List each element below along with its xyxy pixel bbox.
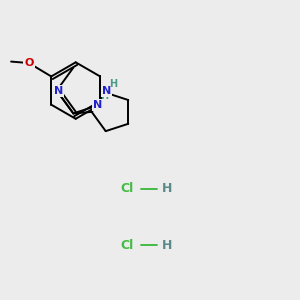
Text: H: H	[100, 91, 108, 101]
Text: Cl: Cl	[120, 182, 134, 195]
Text: N: N	[102, 86, 111, 96]
Text: H: H	[109, 79, 117, 89]
Text: O: O	[24, 58, 34, 68]
Text: H: H	[162, 182, 172, 195]
Text: H: H	[162, 238, 172, 252]
Text: Cl: Cl	[120, 238, 134, 252]
Text: N: N	[93, 100, 102, 110]
Text: N: N	[54, 86, 63, 96]
